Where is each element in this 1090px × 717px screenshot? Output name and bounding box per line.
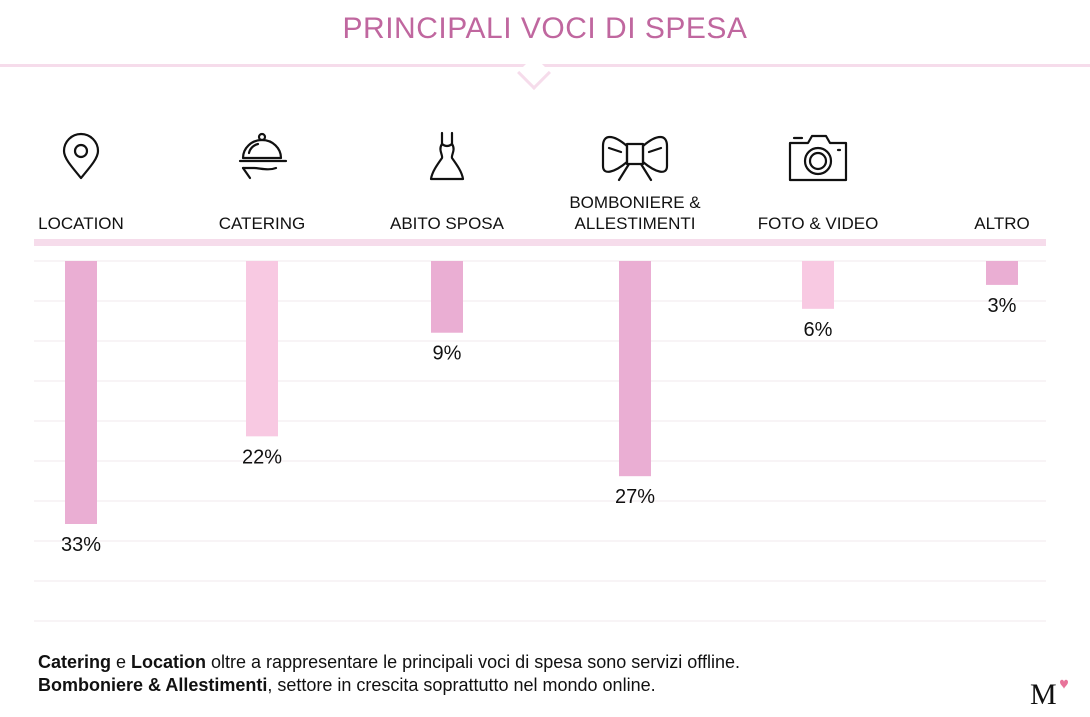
spending-bar-chart: LOCATION CATERING ABITO SPOSA BOMBONIERE & A… — [34, 131, 1046, 622]
data-label: 27% — [615, 486, 655, 508]
bar — [986, 261, 1018, 285]
category-label: CATERING — [219, 214, 306, 233]
category-label: LOCATION — [38, 214, 124, 233]
bar — [65, 261, 97, 524]
camera-icon — [788, 134, 848, 182]
category-label: FOTO & VIDEO — [758, 214, 879, 233]
caption-catering: Catering — [38, 652, 112, 672]
caption: Catering e Location oltre a rappresentar… — [38, 651, 740, 697]
caption-bomboniere: Bomboniere & Allestimenti — [38, 675, 268, 695]
bar — [431, 261, 463, 333]
bar — [619, 261, 651, 477]
brand-logo: M — [1030, 678, 1068, 708]
data-label: 22% — [242, 446, 282, 468]
category-label: BOMBONIERE & ALLESTIMENTI — [569, 193, 701, 233]
page-title: PRINCIPALI VOCI DI SPESA — [342, 12, 748, 45]
caption-line-1-text: oltre a rappresentare le principali voci… — [206, 652, 740, 672]
caption-line-2-text: , settore in crescita soprattutto nel mo… — [267, 675, 656, 695]
catering-cloche-icon — [238, 132, 288, 180]
bow-icon — [601, 135, 669, 182]
data-label: 33% — [61, 534, 101, 556]
header-divider — [0, 64, 1090, 67]
logo-letter: M — [1030, 678, 1057, 708]
heart-icon — [1060, 679, 1068, 689]
bar — [802, 261, 834, 309]
data-label: 3% — [988, 295, 1017, 317]
caption-line-2: Bomboniere & Allestimenti, settore in cr… — [38, 674, 740, 697]
location-pin-icon — [62, 132, 100, 180]
category-label: ABITO SPOSA — [390, 214, 505, 233]
data-label: 6% — [804, 319, 833, 341]
caption-and: e — [111, 652, 132, 672]
caption-line-1: Catering e Location oltre a rappresentar… — [38, 651, 740, 674]
category-label: ALTRO — [974, 214, 1029, 233]
bar — [246, 261, 278, 437]
category-baseline — [34, 239, 1046, 246]
data-label: 9% — [433, 343, 462, 365]
wedding-dress-icon — [429, 131, 465, 181]
caption-location: Location — [131, 652, 207, 672]
